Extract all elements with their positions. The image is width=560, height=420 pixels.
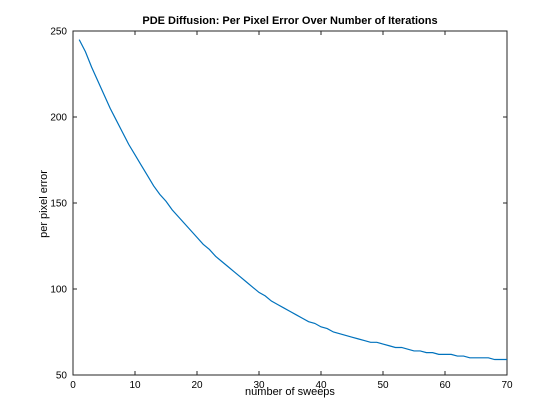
y-tick-label: 150 xyxy=(50,199,67,210)
data-point xyxy=(407,349,408,350)
data-point xyxy=(438,354,439,355)
data-point xyxy=(196,237,197,238)
data-point xyxy=(283,307,284,308)
data-point xyxy=(401,347,402,348)
data-point xyxy=(364,340,365,341)
data-point xyxy=(302,318,303,319)
data-point xyxy=(289,311,290,312)
data-point xyxy=(116,120,117,121)
y-tick-label: 250 xyxy=(50,27,67,38)
data-point xyxy=(327,328,328,329)
x-tick-label: 20 xyxy=(191,380,203,391)
data-point xyxy=(314,323,315,324)
data-point xyxy=(227,266,228,267)
data-point xyxy=(358,338,359,339)
data-point xyxy=(457,355,458,356)
data-point xyxy=(209,249,210,250)
data-point xyxy=(184,223,185,224)
plot-box xyxy=(72,30,508,376)
data-point xyxy=(258,292,259,293)
data-point xyxy=(389,345,390,346)
data-point xyxy=(203,244,204,245)
data-point xyxy=(240,276,241,277)
data-point xyxy=(221,261,222,262)
data-point xyxy=(165,201,166,202)
data-point xyxy=(97,80,98,81)
data-point xyxy=(215,256,216,257)
data-point xyxy=(351,337,352,338)
data-point xyxy=(444,354,445,355)
data-point xyxy=(382,343,383,344)
x-tick-label: 60 xyxy=(439,380,451,391)
data-point xyxy=(451,354,452,355)
data-point xyxy=(252,287,253,288)
y-axis-label: per pixel error xyxy=(38,170,50,238)
y-tick-label: 50 xyxy=(56,371,68,382)
x-axis-label: number of sweeps xyxy=(245,386,335,398)
data-point xyxy=(141,165,142,166)
data-point xyxy=(271,300,272,301)
x-tick-label: 70 xyxy=(501,380,513,391)
data-point xyxy=(376,342,377,343)
data-point xyxy=(463,355,464,356)
data-point xyxy=(153,185,154,186)
axis-ticks: 0 10 20 30 40 50 60 70 50 100 150 200 250 xyxy=(50,27,513,392)
data-point xyxy=(500,359,501,360)
data-point xyxy=(178,216,179,217)
data-point xyxy=(79,39,80,40)
data-point xyxy=(345,335,346,336)
data-point xyxy=(506,359,507,360)
data-point xyxy=(395,347,396,348)
data-point xyxy=(413,350,414,351)
data-point xyxy=(482,357,483,358)
data-point xyxy=(85,51,86,52)
data-point xyxy=(134,154,135,155)
x-tick-label: 30 xyxy=(253,380,265,391)
x-tick-label: 40 xyxy=(315,380,327,391)
y-tick-label: 200 xyxy=(50,113,67,124)
data-point xyxy=(339,333,340,334)
data-point xyxy=(103,94,104,95)
data-point xyxy=(128,144,129,145)
data-point xyxy=(494,359,495,360)
chart-title: PDE Diffusion: Per Pixel Error Over Numb… xyxy=(142,15,437,27)
data-point xyxy=(91,67,92,68)
series-group xyxy=(78,39,507,361)
data-point xyxy=(122,132,123,133)
data-point xyxy=(172,209,173,210)
data-point xyxy=(190,230,191,231)
data-point xyxy=(246,282,247,283)
x-tick-label: 10 xyxy=(129,380,141,391)
data-point xyxy=(296,314,297,315)
data-point xyxy=(469,357,470,358)
data-point xyxy=(432,352,433,353)
series-line xyxy=(78,39,507,361)
data-point xyxy=(265,295,266,296)
data-point xyxy=(420,350,421,351)
plot-area xyxy=(72,30,508,376)
data-point xyxy=(147,175,148,176)
data-point xyxy=(308,321,309,322)
data-point xyxy=(159,194,160,195)
data-point xyxy=(277,304,278,305)
data-point xyxy=(370,342,371,343)
data-point xyxy=(110,108,111,109)
data-point xyxy=(488,357,489,358)
x-tick-label: 50 xyxy=(377,380,389,391)
y-tick-label: 100 xyxy=(50,285,67,296)
data-point xyxy=(234,271,235,272)
data-point xyxy=(333,331,334,332)
data-point xyxy=(426,352,427,353)
data-point xyxy=(320,326,321,327)
data-point xyxy=(475,357,476,358)
x-tick-label: 0 xyxy=(70,380,76,391)
